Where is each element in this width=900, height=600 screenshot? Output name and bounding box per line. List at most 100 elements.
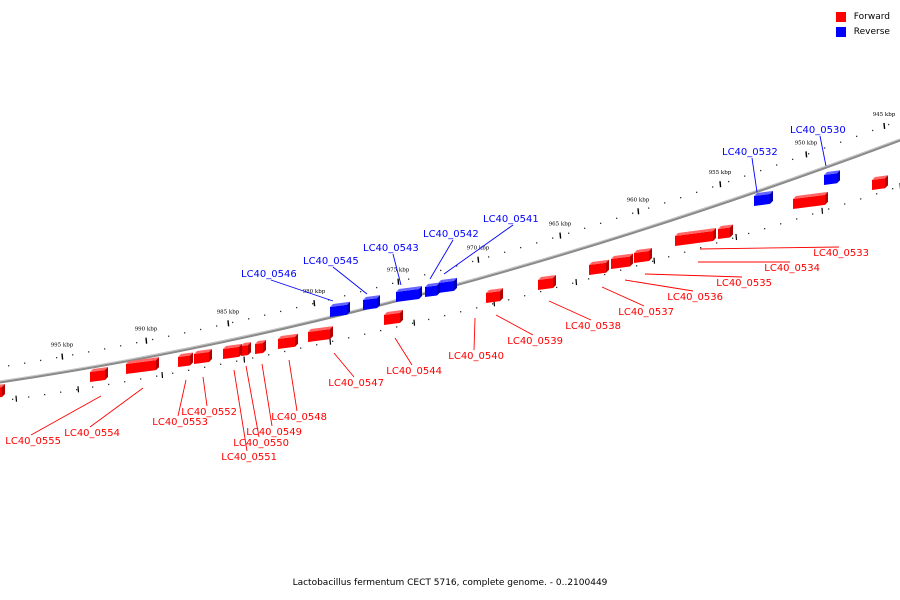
tick-mark xyxy=(719,181,722,188)
leader-line xyxy=(644,273,743,278)
ruler-dot xyxy=(876,193,878,195)
gene-front-face xyxy=(278,336,295,349)
ruler-dot xyxy=(204,366,206,368)
ruler-dot xyxy=(8,365,10,367)
ruler-dot xyxy=(540,290,542,293)
tick-mark xyxy=(313,300,316,307)
lc40_0546-feature xyxy=(330,301,350,317)
ruler-dot xyxy=(296,306,298,309)
gene-top-face xyxy=(90,367,108,372)
tick-mark xyxy=(227,320,230,327)
leader-line xyxy=(288,359,298,412)
lc40_0532-feature xyxy=(754,190,773,206)
leader-line xyxy=(819,135,827,167)
gene-labels: LC40_0530 LC40_0532 LC40_0533 LC40_0534 LC40… xyxy=(5,125,869,463)
ruler-dot xyxy=(424,274,426,276)
ruler-dot xyxy=(636,265,638,267)
gene-label-lc40_0534: LC40_0534 xyxy=(764,263,820,274)
inner-tick-mark xyxy=(413,319,416,326)
ruler-dot xyxy=(444,314,446,317)
gene-side-face xyxy=(454,277,457,291)
tick-mark xyxy=(637,208,640,215)
tick-label: 980 kbp xyxy=(303,289,326,295)
gene-front-face xyxy=(178,355,190,367)
ruler-dot xyxy=(456,265,458,267)
gene-front-face xyxy=(126,360,156,374)
ruler-dot xyxy=(652,260,654,262)
inner-tick-mark xyxy=(329,338,332,345)
gene-side-face xyxy=(156,357,159,371)
gene-side-face xyxy=(630,253,633,267)
gene-label-lc40_0551: LC40_0551 xyxy=(221,452,277,463)
ruler-dot xyxy=(556,286,558,289)
ruler-dot xyxy=(284,350,286,353)
gene-side-face xyxy=(885,175,888,189)
ruler-dot xyxy=(776,164,778,166)
gene-front-face xyxy=(363,298,377,310)
gene-front-face xyxy=(486,291,500,303)
ruler-dot xyxy=(60,391,62,393)
gene-top-face xyxy=(425,282,440,287)
gene-top-face xyxy=(396,286,422,292)
gene-side-face xyxy=(606,259,609,273)
ruler-dot xyxy=(732,237,734,239)
lc40_0548-feature xyxy=(278,333,298,349)
gene-label-lc40_0536: LC40_0536 xyxy=(667,292,723,303)
leader-line xyxy=(394,337,413,366)
ruler-dot xyxy=(140,378,142,380)
leader-line xyxy=(473,317,476,351)
ruler-dot xyxy=(892,187,894,190)
ruler-dot xyxy=(568,232,570,234)
gene-top-face xyxy=(718,224,733,229)
gene-label-lc40_0549: LC40_0549 xyxy=(246,427,302,438)
ruler-dot xyxy=(108,383,110,386)
ruler-dot xyxy=(184,332,186,334)
gene-side-face xyxy=(419,286,422,300)
gene-side-face xyxy=(239,343,242,357)
ruler-dot xyxy=(472,260,474,263)
gene-label-lc40_0554: LC40_0554 xyxy=(64,428,120,439)
tick-label: 965 kbp xyxy=(549,222,572,228)
gene-side-face xyxy=(105,367,108,381)
ruler-dot xyxy=(744,175,746,177)
ruler-dot xyxy=(236,360,238,362)
gene-side-face xyxy=(295,333,298,347)
gene-front-face xyxy=(308,329,330,342)
leader-line xyxy=(202,376,208,407)
ruler-dot xyxy=(460,311,462,313)
inner-tick-mark xyxy=(575,279,578,286)
scale-ticks: 945 kbp 950 kbp 955 kbp 960 kbp 965 kbp 970 k… xyxy=(15,112,900,402)
gene-front-face xyxy=(872,178,885,190)
gene-top-face xyxy=(438,277,457,283)
ruler-dot xyxy=(232,321,234,324)
gene-top-face xyxy=(611,253,633,259)
tick-label: 960 kbp xyxy=(627,197,650,203)
gene-side-face xyxy=(649,248,652,262)
gene-top-face xyxy=(754,190,773,196)
ruler-dot xyxy=(136,342,138,344)
gene-top-face xyxy=(194,349,212,354)
gene-side-face xyxy=(713,228,716,242)
ruler-dot xyxy=(888,123,890,126)
ruler-dot xyxy=(360,291,362,293)
lc40_0534-feature xyxy=(718,224,733,239)
gene-label-lc40_0542: LC40_0542 xyxy=(423,229,479,240)
ruler-dot xyxy=(572,282,574,284)
gene-label-lc40_0546: LC40_0546 xyxy=(241,269,297,280)
ruler-dot xyxy=(780,223,782,225)
lc40_0554-feature xyxy=(126,357,159,374)
lc40_0547-feature xyxy=(308,326,333,342)
leader-line xyxy=(332,266,368,295)
gene-top-face xyxy=(178,352,193,357)
gene-label-lc40_0541: LC40_0541 xyxy=(483,214,539,225)
lc40_0550-feature xyxy=(241,342,251,356)
gene-label-lc40_0545: LC40_0545 xyxy=(303,256,359,267)
ruler-dot xyxy=(588,278,590,280)
gene-label-lc40_0539: LC40_0539 xyxy=(507,336,563,347)
tick-label: 945 kbp xyxy=(873,112,896,118)
tick-mark xyxy=(477,256,480,263)
inner-scale-ruler xyxy=(12,187,894,400)
ruler-dot xyxy=(824,147,826,149)
gene-label-lc40_0547: LC40_0547 xyxy=(328,378,384,389)
